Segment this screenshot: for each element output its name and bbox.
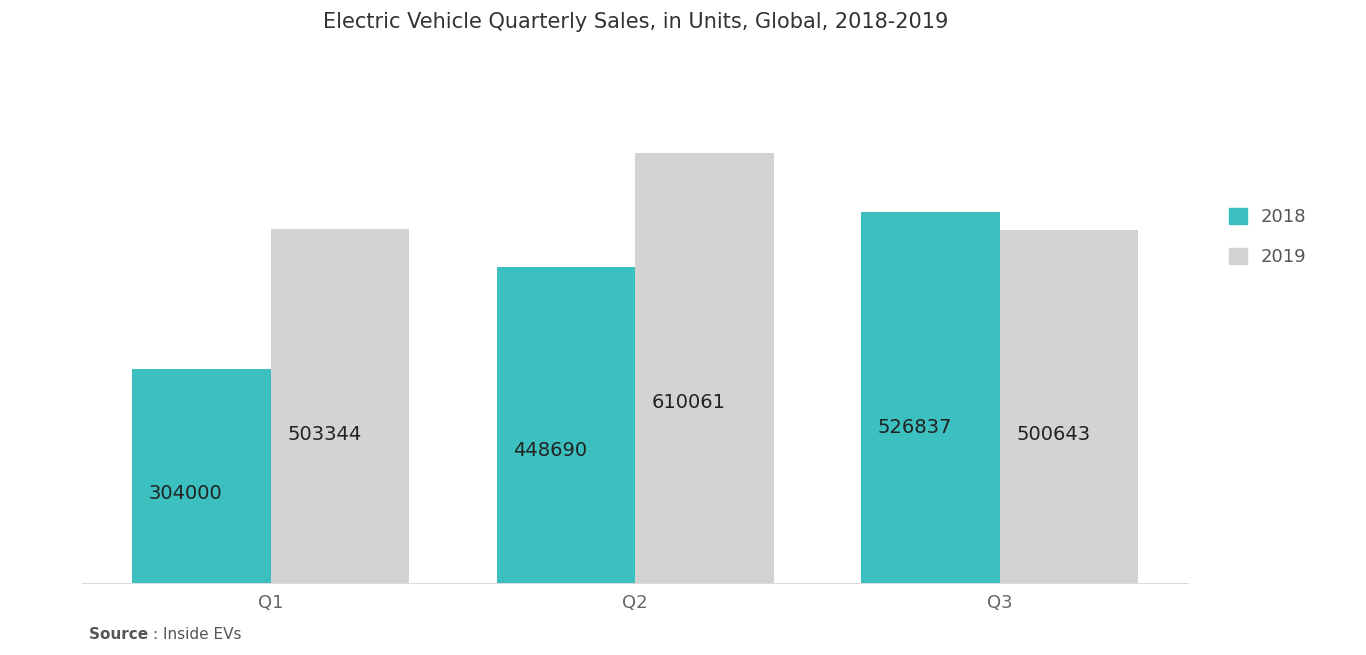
Bar <box>635 153 773 583</box>
Legend: 2018, 2019: 2018, 2019 <box>1220 199 1315 275</box>
Text: 526837: 526837 <box>878 418 952 437</box>
Title: Electric Vehicle Quarterly Sales, in Units, Global, 2018-2019: Electric Vehicle Quarterly Sales, in Uni… <box>322 12 948 32</box>
Bar <box>1000 231 1138 583</box>
Bar <box>133 369 270 583</box>
Text: 610061: 610061 <box>652 393 725 412</box>
Text: 304000: 304000 <box>149 483 223 502</box>
Text: 503344: 503344 <box>287 424 362 443</box>
Text: Source: Source <box>89 627 153 642</box>
Bar <box>270 229 410 583</box>
Bar <box>861 212 1000 583</box>
Text: : Inside EVs: : Inside EVs <box>153 627 242 642</box>
Text: 448690: 448690 <box>514 441 587 460</box>
Bar <box>497 267 635 583</box>
Text: 500643: 500643 <box>1016 425 1090 444</box>
